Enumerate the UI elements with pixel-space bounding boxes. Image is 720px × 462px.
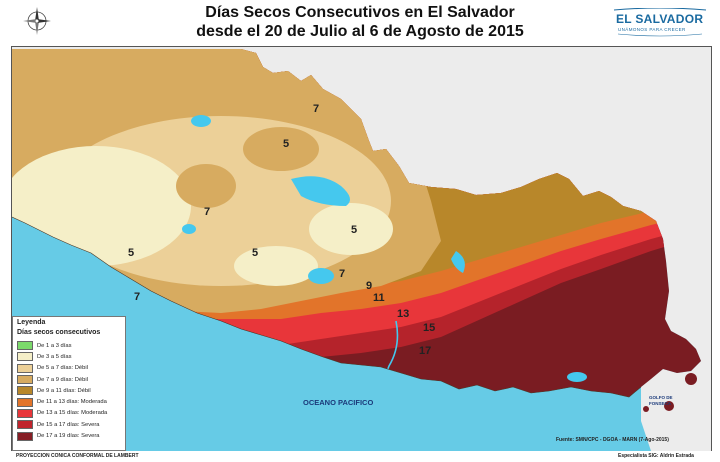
zone-label: 13 <box>397 308 409 320</box>
zone-label: 7 <box>204 206 210 218</box>
gulf-label: FONSECA <box>649 401 672 406</box>
zone-label: 7 <box>134 291 140 303</box>
government-logo: EL SALVADOR UNÁMONOS PARA CRECER <box>612 8 708 38</box>
legend-swatch <box>17 431 33 441</box>
legend-swatch <box>17 408 33 418</box>
legend-item: De 3 a 5 días <box>17 351 107 362</box>
legend-swatch <box>17 363 33 373</box>
legend-item-label: De 9 a 11 días: Débil <box>37 387 91 394</box>
legend-item: De 11 a 13 días: Moderada <box>17 396 107 407</box>
zone-label: 9 <box>366 280 372 292</box>
legend-item: De 17 a 19 días: Severa <box>17 430 107 441</box>
map-title: Días Secos Consecutivos en El Salvador <box>205 4 515 21</box>
legend-item-label: De 5 a 7 días: Débil <box>37 365 88 372</box>
gulf-label: GOLFO DE <box>649 395 673 400</box>
legend-item: De 5 a 7 días: Débil <box>17 363 107 374</box>
author-note: Especialista SIG: Aldrin Estrada <box>618 453 694 459</box>
legend-item-label: De 1 a 3 días <box>37 342 72 349</box>
map-frame: 7 5 7 5 5 5 7 7 9 11 13 15 17 OCEANO PAC… <box>11 46 712 452</box>
legend-item-label: De 15 a 17 días: Severa <box>37 421 100 428</box>
projection-note: PROYECCION CONICA CONFORMAL DE LAMBERT <box>16 453 139 459</box>
legend-item-label: De 11 a 13 días: Moderada <box>37 399 107 406</box>
legend-item: De 9 a 11 días: Débil <box>17 385 107 396</box>
north-arrow-icon <box>23 7 51 35</box>
legend-item: De 15 a 17 días: Severa <box>17 419 107 430</box>
source-note: Fuente: SMN/CPC - DGOA - MARN (7-Ago-201… <box>556 437 669 443</box>
zone-label: 17 <box>419 345 431 357</box>
zone-label: 7 <box>339 268 345 280</box>
map-header: Días Secos Consecutivos en El Salvador d… <box>0 0 720 46</box>
map-subtitle: desde el 20 de Julio al 6 de Agosto de 2… <box>196 23 524 40</box>
zone-label: 5 <box>351 224 357 236</box>
legend-item-label: De 13 a 15 días: Moderada <box>37 410 108 417</box>
legend-swatch <box>17 341 33 351</box>
legend-item: De 1 a 3 días <box>17 340 107 351</box>
zone-label: 7 <box>313 103 319 115</box>
legend-swatch <box>17 397 33 407</box>
ocean-label: OCEANO PACIFICO <box>303 398 373 407</box>
legend-swatch <box>17 420 33 430</box>
drought-map: 7 5 7 5 5 5 7 7 9 11 13 15 17 OCEANO PAC… <box>12 47 711 451</box>
map-footer: PROYECCION CONICA CONFORMAL DE LAMBERT E… <box>0 451 720 462</box>
zone-label: 5 <box>283 138 289 150</box>
legend-swatch <box>17 352 33 362</box>
legend-subtitle: Días secos consecutivos <box>17 329 101 336</box>
legend-item-label: De 7 a 9 días: Débil <box>37 376 88 383</box>
zone-label: 11 <box>373 292 385 304</box>
zone-label: 5 <box>128 247 134 259</box>
legend-item: De 7 a 9 días: Débil <box>17 374 107 385</box>
legend-items: De 1 a 3 días De 3 a 5 días De 5 a 7 días:… <box>17 340 107 442</box>
zone-label: 5 <box>252 247 258 259</box>
legend-item-label: De 3 a 5 días <box>37 353 72 360</box>
zone-label: 15 <box>423 322 435 334</box>
legend-item-label: De 17 a 19 días: Severa <box>37 433 100 440</box>
legend-title: Leyenda <box>17 319 46 326</box>
legend-swatch <box>17 375 33 385</box>
map-legend: Leyenda Días secos consecutivos De 1 a 3… <box>12 316 126 451</box>
legend-item: De 13 a 15 días: Moderada <box>17 408 107 419</box>
legend-swatch <box>17 386 33 396</box>
